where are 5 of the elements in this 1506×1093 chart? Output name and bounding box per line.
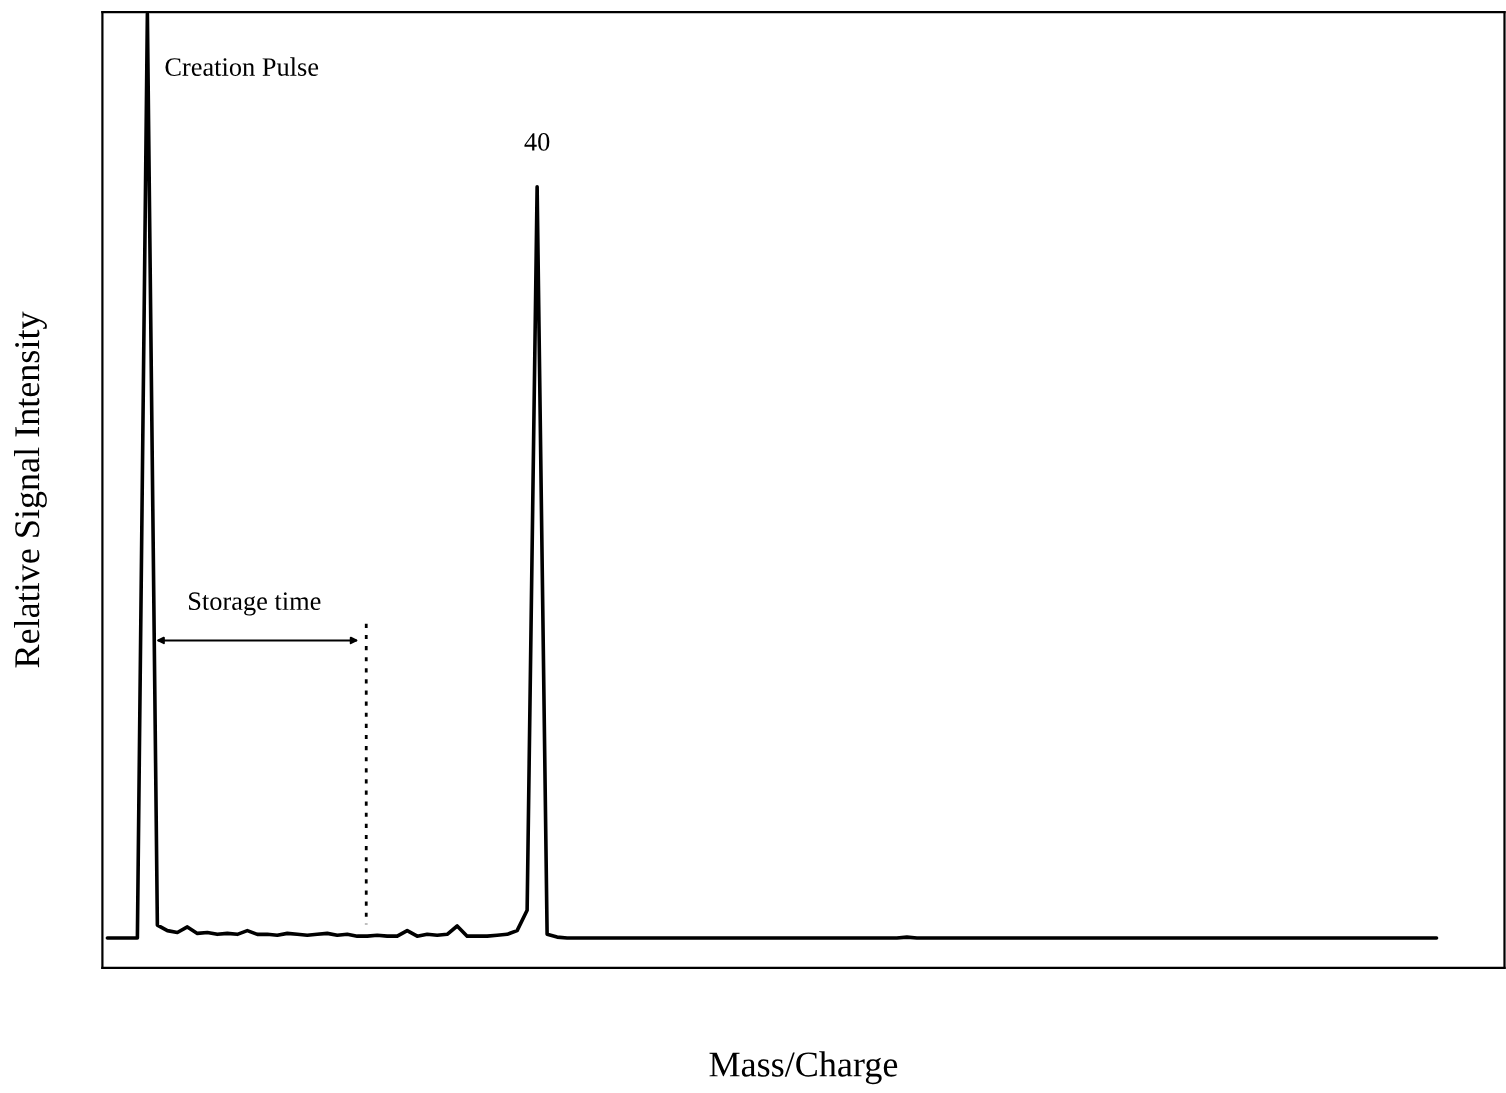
annotation: Creation Pulse bbox=[165, 57, 319, 76]
annotation: 40 bbox=[524, 132, 550, 151]
x-axis-title: Mass/Charge bbox=[709, 1051, 898, 1085]
y-axis-title: Relative Signal Intensity bbox=[14, 311, 47, 668]
annotation: Storage time bbox=[189, 592, 321, 616]
